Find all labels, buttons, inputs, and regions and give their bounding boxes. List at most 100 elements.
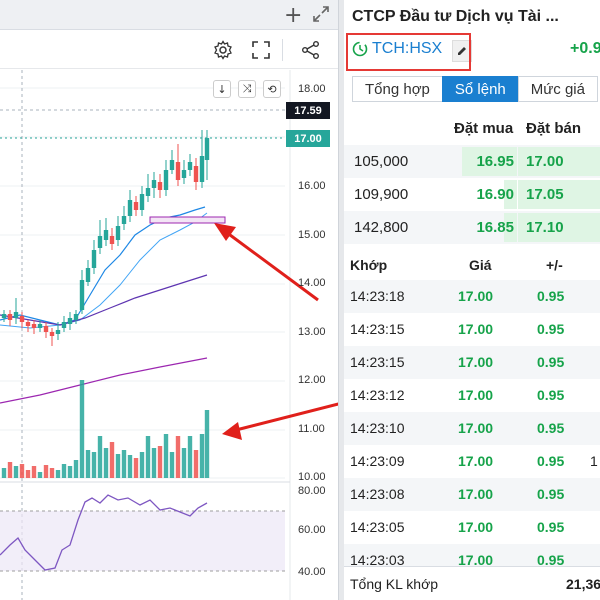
trade-price: 17.00 xyxy=(458,453,494,469)
trade-price: 17.00 xyxy=(458,552,494,568)
share-icon[interactable] xyxy=(300,39,322,61)
trade-change-header: +/- xyxy=(546,257,563,273)
trade-time: 14:23:18 xyxy=(350,288,405,304)
trade-row[interactable]: 14:23:12 17.00 0.95 xyxy=(344,379,600,412)
price-axis-tick: 10.00 xyxy=(298,471,326,483)
volume-bar xyxy=(73,460,79,478)
volume-bar xyxy=(145,436,151,478)
candle-body xyxy=(121,216,127,224)
last-price-tag: 17.59 xyxy=(286,102,330,119)
order-book-row[interactable]: 142,800 16.85 17.10 xyxy=(344,211,600,244)
volume-bar xyxy=(199,434,205,478)
ask-price: 17.05 xyxy=(526,186,564,203)
ask-price: 17.00 xyxy=(526,153,564,170)
tab-price-levels[interactable]: Mức giá xyxy=(517,76,598,102)
bid-price: 16.95 xyxy=(476,153,514,170)
edit-pencil-icon[interactable] xyxy=(452,40,472,62)
volume-bar xyxy=(19,464,25,478)
volume-bar xyxy=(25,470,31,478)
price-axis-tick: 18.00 xyxy=(298,83,326,95)
expand-icon[interactable] xyxy=(312,5,330,23)
candle-body xyxy=(13,312,19,318)
order-book-row[interactable]: 105,000 16.95 17.00 xyxy=(344,145,600,178)
volume-bar xyxy=(91,452,97,478)
volume-bar xyxy=(121,450,127,478)
order-book-row[interactable]: 109,900 16.90 17.05 xyxy=(344,178,600,211)
volume-bar xyxy=(133,458,139,478)
trade-row[interactable]: 14:23:05 17.00 0.95 xyxy=(344,511,600,544)
trade-row[interactable]: 14:23:09 17.00 0.95 1 xyxy=(344,445,600,478)
loop-icon[interactable]: ⟲ xyxy=(263,80,281,98)
trade-time: 14:23:03 xyxy=(350,552,405,568)
pane-resize-handle[interactable] xyxy=(338,0,344,600)
chart-pane: + xyxy=(0,0,338,600)
candle-body xyxy=(25,322,31,326)
trade-row[interactable]: 14:23:15 17.00 0.95 xyxy=(344,313,600,346)
candle-body xyxy=(151,180,157,188)
candle-body xyxy=(61,322,67,328)
rsi-line xyxy=(0,494,208,571)
price-axis-tick: 14.00 xyxy=(298,277,326,289)
settings-gear-icon[interactable] xyxy=(212,39,234,61)
volume-bar xyxy=(7,462,13,478)
trade-time: 14:23:08 xyxy=(350,486,405,502)
collapse-icon[interactable]: ⤨ xyxy=(238,80,256,98)
candle-body xyxy=(175,162,181,180)
ask-price: 17.10 xyxy=(526,219,564,236)
candle-body xyxy=(187,162,193,170)
volume-bar xyxy=(61,464,67,478)
price-chart[interactable] xyxy=(0,70,338,600)
trade-change: 0.95 xyxy=(537,288,565,304)
ma-line-mid xyxy=(0,212,208,329)
candle-body xyxy=(169,160,175,170)
trade-price: 17.00 xyxy=(458,321,494,337)
symbol-link[interactable]: TCH:HSX xyxy=(352,40,442,58)
volume-bar xyxy=(151,448,157,478)
trade-row[interactable]: 14:23:08 17.00 0.95 xyxy=(344,478,600,511)
panel-tabs: Tổng hợp Sổ lệnh Mức giá xyxy=(352,76,598,102)
fullscreen-icon[interactable] xyxy=(250,39,272,61)
candle-body xyxy=(55,330,61,334)
bid-price: 16.90 xyxy=(476,186,514,203)
support-zone-box xyxy=(149,216,226,224)
candle-body xyxy=(204,138,210,160)
matched-volume-label: Tổng KL khớp xyxy=(350,576,439,592)
trade-price: 17.00 xyxy=(458,519,494,535)
rsi-band xyxy=(0,511,285,571)
add-icon[interactable]: + xyxy=(284,3,303,28)
candle-body xyxy=(181,170,187,178)
tab-order-book[interactable]: Sổ lệnh xyxy=(441,76,519,102)
scroll-down-icon[interactable]: ↓ xyxy=(213,80,231,98)
volume-bar xyxy=(187,436,193,478)
candle-body xyxy=(199,156,205,182)
trade-price-header: Giá xyxy=(469,257,492,273)
candle-body xyxy=(43,326,49,332)
trade-row[interactable]: 14:23:18 17.00 0.95 xyxy=(344,280,600,313)
toolbar-separator xyxy=(282,39,283,61)
trade-row[interactable]: 14:23:10 17.00 0.95 xyxy=(344,412,600,445)
trade-change: 0.95 xyxy=(537,486,565,502)
symbol-highlight-box xyxy=(346,33,471,71)
trade-price: 17.00 xyxy=(458,486,494,502)
candle-body xyxy=(115,226,121,240)
candle-body xyxy=(85,268,91,282)
bid-depth-bar xyxy=(504,213,517,242)
price-axis-tick: 13.00 xyxy=(298,326,326,338)
tab-summary[interactable]: Tổng hợp xyxy=(352,76,443,102)
matched-volume-footer: Tổng KL khớp 21,36 xyxy=(344,566,600,600)
trade-price: 17.00 xyxy=(458,354,494,370)
candle-body xyxy=(49,332,55,336)
candle-body xyxy=(7,314,13,320)
trade-time: 14:23:15 xyxy=(350,354,405,370)
order-volume: 105,000 xyxy=(354,153,409,170)
window-strip: + xyxy=(0,0,338,30)
price-axis-tick: 15.00 xyxy=(298,229,326,241)
symbol-text: TCH:HSX xyxy=(372,40,443,57)
rsi-axis-tick: 40.00 xyxy=(298,566,326,578)
volume-bar xyxy=(204,410,210,478)
trade-row[interactable]: 14:23:15 17.00 0.95 xyxy=(344,346,600,379)
volume-bar xyxy=(13,466,19,478)
trade-time: 14:23:05 xyxy=(350,519,405,535)
candle-body xyxy=(157,182,163,190)
ask-depth-bar xyxy=(518,147,600,176)
